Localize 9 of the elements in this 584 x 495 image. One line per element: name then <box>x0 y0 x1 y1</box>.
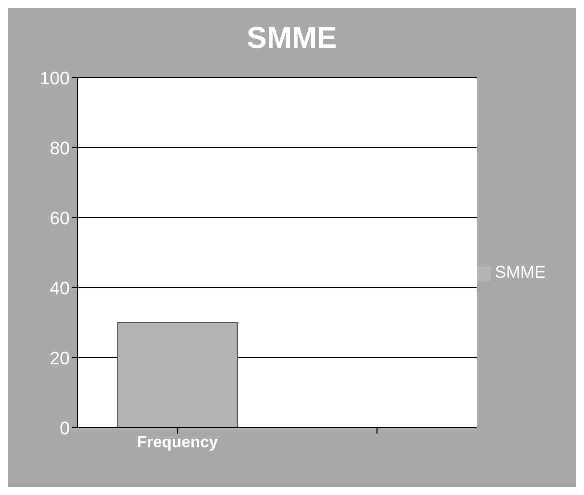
x-tick-label: Frequency <box>137 434 218 452</box>
y-tick-label: 100 <box>40 68 70 88</box>
legend-label: SMME <box>495 263 546 282</box>
y-tick-label: 80 <box>50 138 70 158</box>
y-tick-label: 60 <box>50 208 70 228</box>
chart-title: SMME <box>246 21 338 57</box>
y-tick-label: 20 <box>50 348 70 368</box>
y-tick-label: 40 <box>50 278 70 298</box>
y-tick-label: 0 <box>60 418 70 438</box>
